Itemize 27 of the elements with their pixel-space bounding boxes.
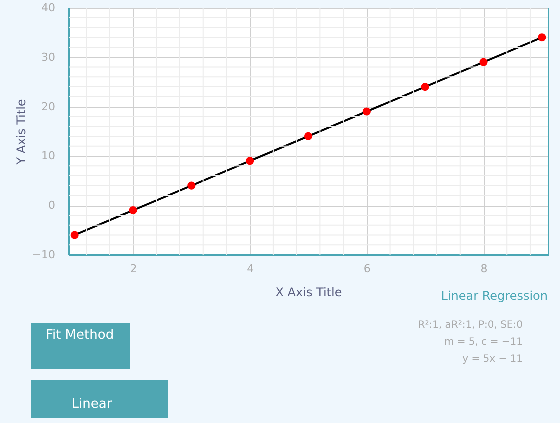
point: [188, 182, 196, 190]
point: [538, 34, 546, 42]
point: [70, 231, 79, 240]
y-tick-label: −10: [32, 248, 56, 262]
x-axis-title: X Axis Title: [276, 286, 342, 300]
y-tick-label: 20: [42, 100, 56, 114]
text: Linear Regression: [441, 289, 548, 303]
text: Fit Method: [46, 328, 114, 343]
x-tick-label: 8: [480, 262, 488, 276]
text: m = 5, c = −11: [444, 337, 523, 348]
point: [480, 58, 488, 66]
text: Linear: [72, 397, 113, 412]
x-tick-label: 2: [130, 262, 138, 276]
y-tick-label: 0: [48, 199, 56, 212]
point: [246, 157, 254, 166]
point: [129, 206, 138, 215]
y-axis-title: Y Axis Title: [14, 99, 28, 166]
text: R²:1, aR²:1, P:0, SE:0: [418, 320, 523, 331]
point: [304, 132, 313, 140]
x-tick-label: 4: [247, 262, 254, 276]
y-tick-label: 30: [42, 50, 56, 64]
y-tick-label: 40: [42, 2, 56, 14]
point: [362, 108, 371, 116]
y-tick-label: 10: [42, 150, 56, 163]
point: [421, 83, 430, 92]
x-tick-label: 6: [364, 262, 371, 276]
text: y = 5x − 11: [462, 354, 523, 365]
